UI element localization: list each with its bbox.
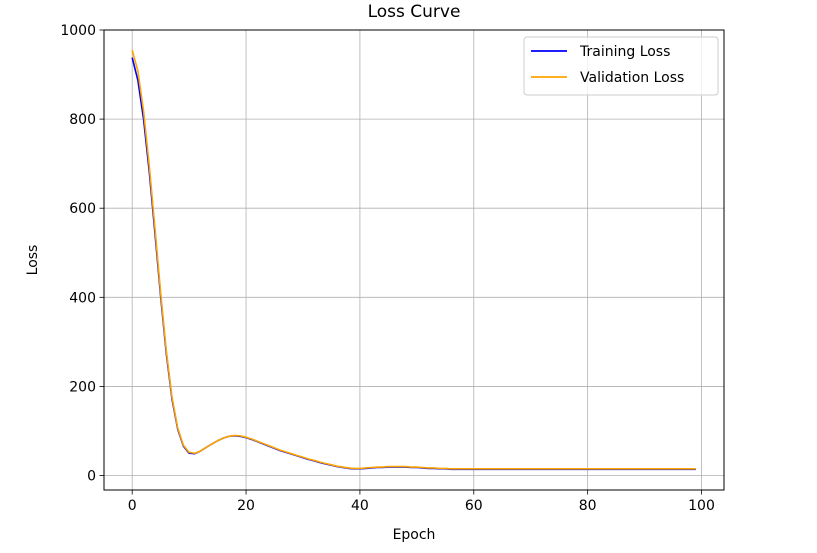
y-tick-label: 600 (69, 201, 96, 217)
y-tick-label: 400 (69, 290, 96, 306)
series-lines (131, 49, 696, 471)
x-tick-label: 20 (237, 498, 255, 514)
validation-loss-legend-label: Validation Loss (580, 70, 684, 86)
y-tick-label: 200 (69, 379, 96, 395)
legend-box (523, 36, 719, 96)
plot-frame (103, 29, 725, 491)
y-tick-label: 0 (87, 469, 96, 485)
training-loss-legend-label: Training Loss (579, 44, 670, 60)
x-tick-label: 0 (128, 498, 137, 514)
x-tick-label: 60 (465, 498, 483, 514)
x-tick-label: 40 (351, 498, 369, 514)
chart-title: Loss Curve (368, 2, 461, 22)
y-tick-label: 800 (69, 112, 96, 128)
validation-loss-line (131, 49, 696, 470)
y-tick-label: 1000 (60, 23, 96, 39)
x-axis-label: Epoch (393, 527, 436, 543)
y-axis-label: Loss (25, 245, 41, 276)
legend: Training Loss Validation Loss (523, 36, 719, 96)
x-tick-label: 100 (688, 498, 715, 514)
x-tick-label: 80 (579, 498, 597, 514)
grid (104, 29, 724, 490)
